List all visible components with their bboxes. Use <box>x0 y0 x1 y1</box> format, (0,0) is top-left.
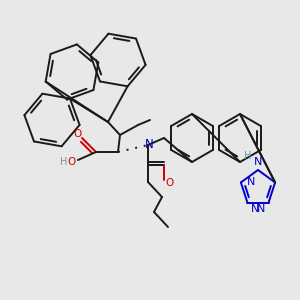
Text: O: O <box>165 178 173 188</box>
Text: O: O <box>73 129 81 139</box>
Text: H: H <box>60 157 68 167</box>
Text: H: H <box>244 151 252 161</box>
Text: N: N <box>251 204 260 214</box>
Text: N: N <box>254 157 262 167</box>
Text: N: N <box>256 204 265 214</box>
Text: N: N <box>145 139 153 152</box>
Text: O: O <box>68 157 76 167</box>
Text: N: N <box>247 177 255 188</box>
